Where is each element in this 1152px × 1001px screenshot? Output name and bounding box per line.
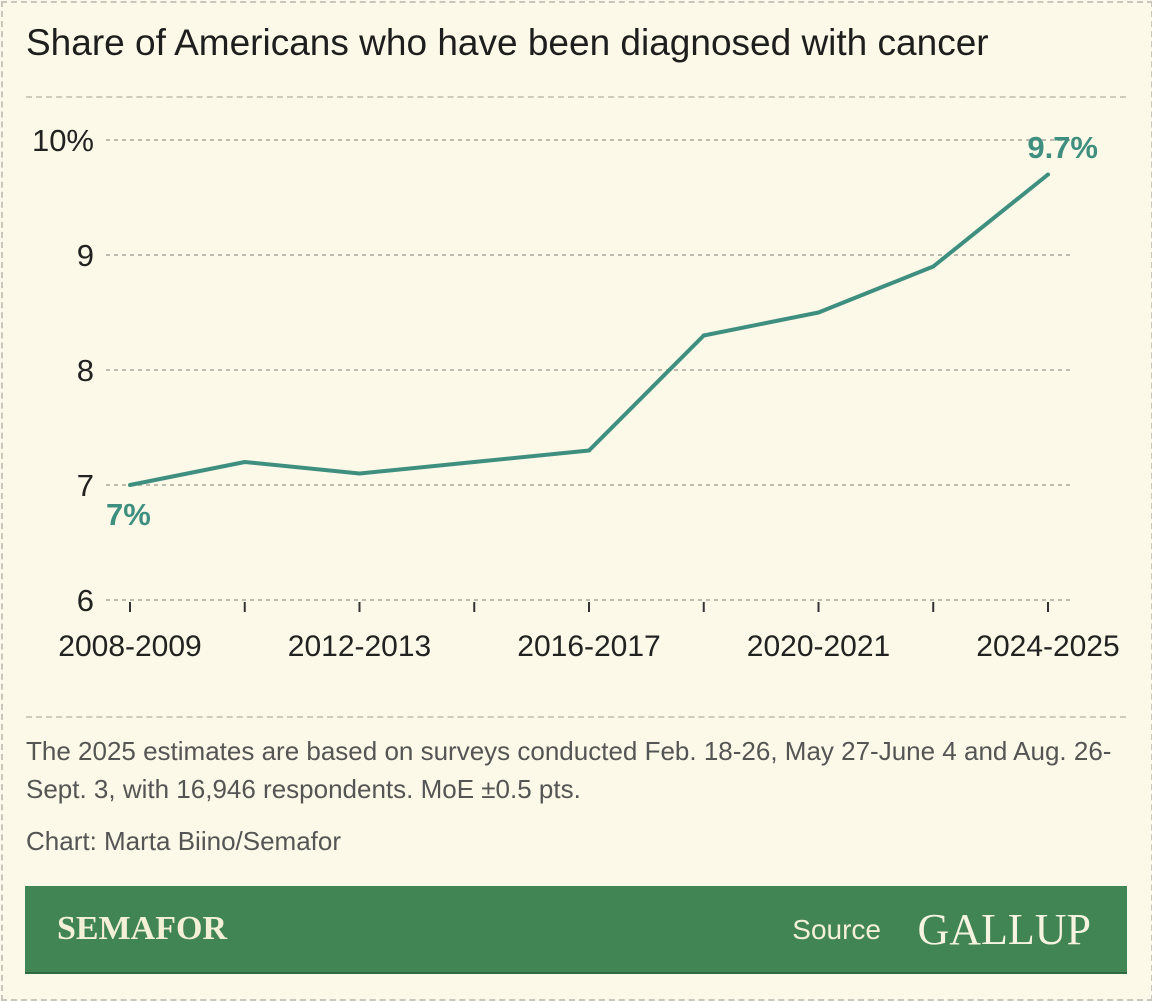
data-point — [1046, 172, 1050, 177]
data-point — [587, 448, 591, 453]
x-tick-label: 2016-2017 — [517, 630, 660, 663]
gallup-logo: GALLUP — [917, 905, 1091, 954]
y-tick-label: 6 — [77, 583, 94, 618]
x-tick-label: 2008-2009 — [58, 630, 201, 663]
semafor-logo: SEMAFOR — [57, 910, 227, 947]
footer-banner: SEMAFOR Source GALLUP — [25, 886, 1127, 974]
divider — [26, 716, 1126, 718]
chart-credit: Chart: Marta Biino/Semafor — [26, 826, 342, 856]
data-point — [357, 471, 362, 476]
data-point — [701, 333, 706, 338]
first-value-label: 7% — [106, 497, 151, 532]
data-point — [242, 460, 247, 464]
divider — [26, 96, 1126, 98]
data-line — [129, 172, 1050, 487]
source-label: Source — [792, 914, 881, 945]
y-tick-label: 8 — [77, 353, 94, 388]
data-point — [816, 310, 821, 315]
methodology-note: The 2025 estimates are based on surveys … — [26, 736, 1112, 804]
chart-title: Share of Americans who have been diagnos… — [26, 22, 989, 63]
x-tick-label: 2012-2013 — [288, 630, 431, 663]
data-point — [472, 460, 477, 464]
y-tick-label: 7 — [77, 468, 94, 503]
data-point — [128, 483, 132, 487]
y-tick-label: 9 — [77, 238, 94, 273]
line-chart: 6 7 8 9 10% 2008-2009 2012-2013 2016-2017 2020-2… — [32, 123, 1120, 663]
x-tick-label: 2024-2025 — [976, 630, 1119, 663]
last-value-label: 9.7% — [1027, 130, 1098, 165]
y-tick-label: 10% — [32, 123, 94, 158]
data-point — [931, 264, 936, 269]
x-tick-label: 2020-2021 — [747, 630, 890, 663]
